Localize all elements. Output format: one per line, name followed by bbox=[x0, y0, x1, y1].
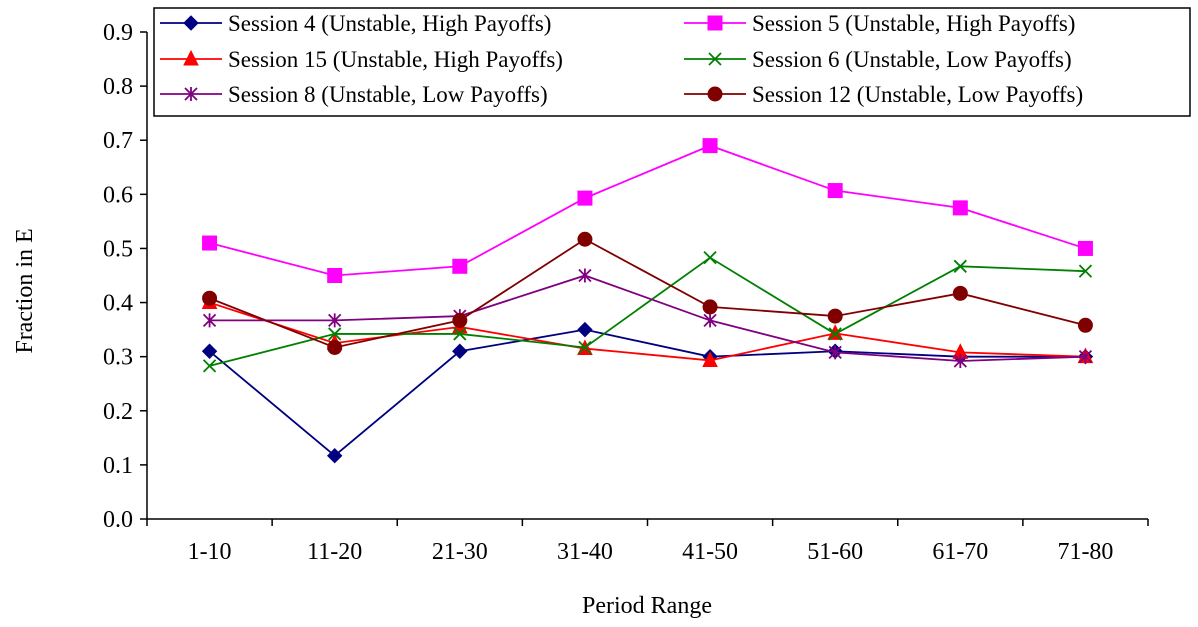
data-point bbox=[828, 345, 842, 360]
data-point bbox=[953, 353, 967, 368]
x-tick-label: 21-30 bbox=[432, 539, 488, 565]
y-tick-label: 0.2 bbox=[103, 399, 133, 425]
data-point bbox=[453, 327, 467, 341]
series-5 bbox=[202, 268, 1093, 368]
x-tick-label: 1-10 bbox=[188, 539, 232, 565]
series-line bbox=[209, 274, 1086, 362]
data-point bbox=[952, 285, 968, 301]
data-point bbox=[577, 190, 593, 206]
y-tick-label: 0.6 bbox=[103, 182, 133, 208]
legend-label: Session 6 (Unstable, Low Payoffs) bbox=[752, 47, 1072, 72]
legend-label: Session 12 (Unstable, Low Payoffs) bbox=[752, 82, 1083, 107]
data-point bbox=[827, 324, 843, 340]
data-point bbox=[953, 259, 967, 273]
x-tick-label: 71-80 bbox=[1057, 539, 1113, 565]
data-point bbox=[577, 231, 593, 247]
x-axis-ticks: 1-10 11-20 21-30 31-40 41-50 51-60 61-70 71-80 bbox=[146, 519, 1149, 565]
y-axis-title: Fraction in E bbox=[12, 228, 38, 353]
legend-item: Session 12 (Unstable, Low Payoffs) bbox=[684, 82, 1083, 107]
data-point bbox=[827, 183, 843, 199]
series-4 bbox=[202, 251, 1093, 373]
series-line bbox=[209, 144, 1086, 277]
legend-label: Session 15 (Unstable, High Payoffs) bbox=[228, 47, 563, 72]
series-3 bbox=[201, 293, 1094, 367]
legend-item: Session 5 (Unstable, High Payoffs) bbox=[684, 11, 1075, 36]
data-point bbox=[578, 340, 592, 355]
data-point bbox=[707, 15, 723, 31]
y-axis-ticks: 0.0 0.1 0.2 0.3 0.4 0.5 0.6 0.7 0.8 0.9 bbox=[103, 20, 147, 533]
series-line bbox=[209, 256, 1086, 367]
data-point bbox=[184, 87, 198, 101]
data-point bbox=[327, 339, 343, 355]
data-point bbox=[452, 343, 468, 359]
data-point bbox=[202, 235, 218, 251]
x-tick-label: 51-60 bbox=[807, 539, 863, 565]
data-point bbox=[703, 251, 717, 265]
y-tick-label: 0.1 bbox=[103, 453, 133, 479]
data-point bbox=[577, 321, 593, 338]
y-tick-label: 0.0 bbox=[103, 507, 133, 533]
y-tick-label: 0.8 bbox=[103, 74, 133, 100]
data-point bbox=[708, 52, 722, 66]
series-line bbox=[209, 301, 1086, 362]
legend-item: Session 15 (Unstable, High Payoffs) bbox=[160, 47, 563, 72]
data-point bbox=[183, 49, 199, 66]
series-line bbox=[208, 328, 1086, 457]
data-point bbox=[327, 268, 343, 283]
legend-item: Session 8 (Unstable, Low Payoffs) bbox=[160, 82, 548, 107]
legend-items: Session 4 (Unstable, High Payoffs) Sessio… bbox=[160, 11, 1083, 107]
data-point bbox=[703, 313, 717, 328]
data-point bbox=[201, 343, 218, 359]
y-tick-label: 0.7 bbox=[103, 128, 133, 154]
series-2 bbox=[202, 138, 1093, 283]
data-point bbox=[1077, 240, 1093, 256]
legend-label: Session 4 (Unstable, High Payoffs) bbox=[228, 11, 551, 36]
data-point bbox=[702, 138, 718, 154]
data-point bbox=[702, 299, 718, 315]
data-point bbox=[326, 447, 343, 464]
x-tick-label: 61-70 bbox=[932, 539, 988, 565]
y-tick-label: 0.3 bbox=[103, 345, 133, 371]
y-tick-label: 0.9 bbox=[103, 20, 133, 46]
legend-label: Session 5 (Unstable, High Payoffs) bbox=[752, 11, 1075, 36]
data-point bbox=[328, 327, 342, 341]
data-point bbox=[202, 359, 217, 373]
series-6 bbox=[202, 231, 1093, 355]
series-layer bbox=[201, 138, 1094, 464]
legend-box bbox=[153, 7, 1191, 117]
data-point bbox=[702, 351, 718, 367]
data-point bbox=[328, 313, 342, 328]
data-point bbox=[202, 290, 218, 306]
data-point bbox=[828, 327, 842, 341]
data-point bbox=[952, 200, 968, 216]
x-tick-label: 31-40 bbox=[557, 539, 613, 565]
series-line bbox=[209, 238, 1086, 349]
legend-item: Session 4 (Unstable, High Payoffs) bbox=[160, 11, 551, 36]
x-tick-label: 41-50 bbox=[682, 539, 738, 565]
data-point bbox=[707, 86, 723, 102]
data-point bbox=[1077, 317, 1093, 333]
data-point bbox=[452, 258, 468, 274]
data-point bbox=[1078, 264, 1093, 278]
data-point bbox=[202, 313, 217, 328]
data-point bbox=[183, 15, 199, 31]
legend-label: Session 8 (Unstable, Low Payoffs) bbox=[228, 82, 548, 107]
legend-item: Session 6 (Unstable, Low Payoffs) bbox=[684, 47, 1072, 72]
y-tick-label: 0.5 bbox=[103, 236, 133, 262]
x-axis-title: Period Range bbox=[582, 593, 712, 619]
legend: Session 4 (Unstable, High Payoffs) Sessio… bbox=[153, 7, 1191, 117]
x-tick-label: 11-20 bbox=[307, 539, 362, 565]
data-point bbox=[578, 268, 592, 283]
data-point bbox=[452, 312, 468, 328]
data-point bbox=[827, 308, 843, 324]
data-point bbox=[1078, 349, 1093, 364]
y-tick-label: 0.4 bbox=[103, 291, 133, 317]
